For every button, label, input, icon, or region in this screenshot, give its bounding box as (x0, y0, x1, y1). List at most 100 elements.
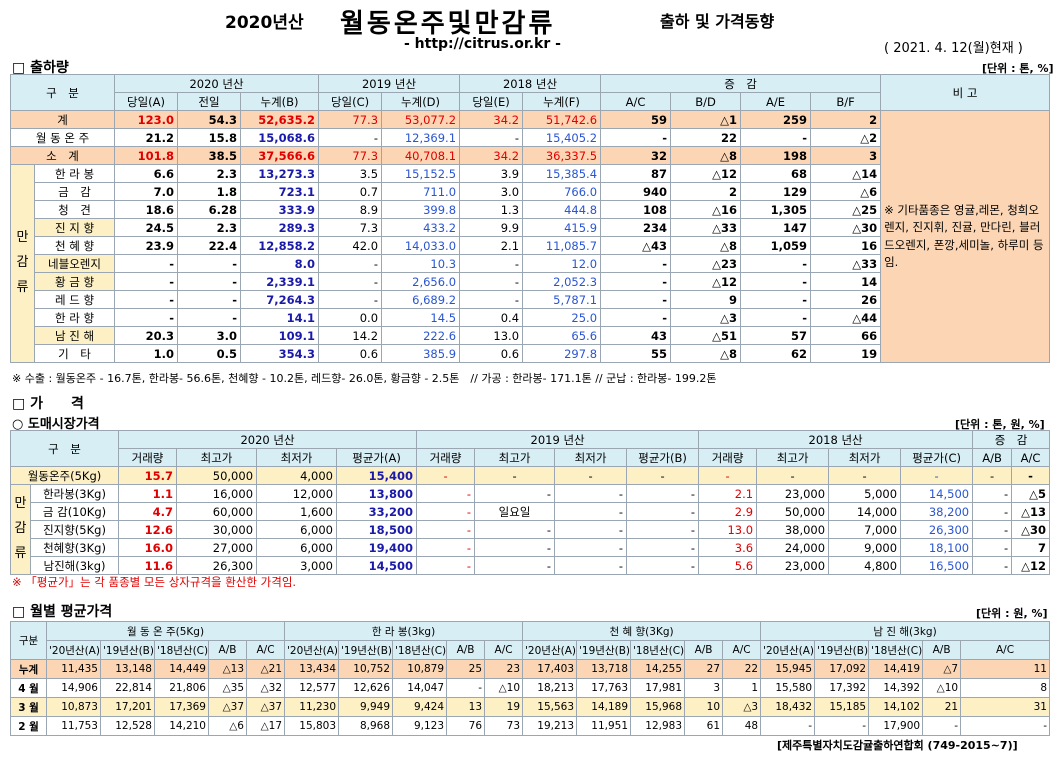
value-cell: - (318, 254, 383, 273)
price-row: 천혜향(3Kg) 16.0 27,000 6,000 19,400- - - -3.6 24,0… (11, 538, 1050, 557)
shipment-row: 기 타 1.0 0.5 354.3 0.6 385.9 0.6 297.8 55 △8 62 19 (11, 344, 1050, 363)
value-cell: 14.1 (240, 308, 320, 327)
value-cell: 198 (740, 146, 812, 165)
value-cell: 12,369.1 (381, 128, 461, 147)
value-cell: - (554, 484, 628, 503)
value-cell: 12,626 (338, 678, 394, 698)
value-cell: 8.9 (318, 200, 383, 219)
value-cell: 15,580 (760, 678, 816, 698)
monthly-row: 2 월 11,753 12,528 14,210 △6 △17 15,803 8,968 9,1… (10, 716, 1050, 736)
subheader-cell: A/C (600, 92, 672, 111)
subheader-cell: A/C (245, 640, 286, 660)
value-cell: 4,800 (828, 556, 902, 575)
value-cell: △13 (208, 659, 247, 679)
subheader-cell: '19년산(B) (814, 640, 870, 660)
value-cell: △32 (245, 678, 286, 698)
value-cell: 15.7 (118, 466, 178, 485)
monthly-row: 4 월 14,906 22,814 21,806 △35 △32 12,577 12,626 1… (10, 678, 1050, 698)
value-cell: - (972, 502, 1013, 521)
value-cell: 14,033.0 (381, 236, 461, 255)
value-cell: 18,100 (900, 538, 974, 557)
value-cell: 20.3 (114, 326, 179, 345)
value-cell: 19 (484, 697, 524, 717)
subheader-cell: 누계(F) (522, 92, 602, 111)
value-cell: - (474, 484, 556, 503)
header-2018: 2018 년산 (459, 74, 602, 93)
header-2020: 2020 년산 (114, 74, 320, 93)
value-cell: 7.0 (114, 182, 179, 201)
table-header-row: 구 분 2020 년산 2019 년산 2018 년산 증 감 (9, 430, 1050, 467)
value-cell: 22,814 (100, 678, 155, 698)
value-cell: - (626, 538, 700, 557)
average-price-note: ※ 「평균가」는 각 품종별 모든 상자규격을 환산한 가격임. (12, 575, 297, 589)
value-cell: △43 (600, 236, 672, 255)
section-monthly-unit: [단위 : 원, %] (976, 607, 1048, 620)
value-cell: 10 (684, 697, 724, 717)
value-cell: 297.8 (522, 344, 602, 363)
value-cell: - (740, 272, 812, 291)
value-cell: 15,385.4 (522, 164, 602, 183)
table-header-row: '20년산(A) '19년산(B) '18년산(C) A/B A/C '20년산(A) '1… (11, 640, 1050, 660)
value-cell: 15,185 (814, 697, 870, 717)
value-cell: 10,879 (392, 659, 448, 679)
value-cell: - (114, 272, 179, 291)
shipment-row: 황 금 향 - -2,339.1-2,656.0-2,052.3- △12-14 (11, 272, 1050, 291)
value-cell: - (459, 128, 524, 147)
value-cell: 19 (810, 344, 882, 363)
value-cell: 3 (810, 146, 882, 165)
value-cell: 일요일 (474, 502, 556, 521)
row-label: 한 라 향 (33, 308, 116, 327)
shipment-row: 레 드 향 - -7,264.3-6,689.2-5,787.1-9-26 (11, 290, 1050, 309)
price-row: 진지향(5Kg) 12.6 30,000 6,000 18,500- - - -13.0 38,… (11, 520, 1050, 539)
value-cell: 14,000 (828, 502, 902, 521)
subheader-cell: A/B (208, 640, 247, 660)
shipment-row: 천 혜 향 23.9 22.4 12,858.2 42.0 14,033.0 2.1 11,0… (11, 236, 1050, 255)
value-cell: - (972, 484, 1013, 503)
value-cell: 66 (810, 326, 882, 345)
value-cell: 26,300 (176, 556, 258, 575)
subheader-cell: 거래량 (118, 448, 178, 467)
value-cell: - (554, 538, 628, 557)
value-cell: - (626, 520, 700, 539)
value-cell: 415.9 (522, 218, 602, 237)
value-cell: 76 (446, 716, 486, 736)
value-cell: 5,000 (828, 484, 902, 503)
row-label: 누계 (10, 659, 47, 679)
subheader-cell: A/C (722, 640, 762, 660)
category-label-mangam: 만 감 류 (10, 484, 31, 575)
value-cell: 8,968 (338, 716, 394, 736)
value-cell: 40,708.1 (381, 146, 461, 165)
value-cell: 14,189 (576, 697, 632, 717)
value-cell: - (177, 272, 242, 291)
value-cell: - (828, 466, 902, 485)
page-title: 월동온주및만감류 (340, 9, 556, 39)
subheader-cell: 평균가(B) (626, 448, 700, 467)
value-cell: 399.8 (381, 200, 461, 219)
value-cell: 6.6 (114, 164, 179, 183)
table-header-row: 거래량 최고가 최저가 평균가(A) 거래량 최고가 최저가 평균가(B) 거래량 최고가 최저가 평… (11, 448, 1050, 467)
row-label: 소 계 (9, 146, 116, 165)
value-cell: 27 (684, 659, 724, 679)
value-cell: 385.9 (381, 344, 461, 363)
value-cell: 11,753 (46, 716, 101, 736)
value-cell: 6.28 (177, 200, 242, 219)
subheader-cell: '20년산(A) (522, 640, 578, 660)
value-cell: 9,000 (828, 538, 902, 557)
value-cell: △33 (670, 218, 742, 237)
subheader-cell: 거래량 (416, 448, 476, 467)
value-cell: 3,000 (256, 556, 338, 575)
subheader-cell: A/B (684, 640, 724, 660)
value-cell: 23 (484, 659, 524, 679)
row-label: 네블오렌지 (33, 254, 116, 273)
value-cell: 9.9 (459, 218, 524, 237)
value-cell: 711.0 (381, 182, 461, 201)
value-cell: 14,392 (868, 678, 924, 698)
value-cell: 14 (810, 272, 882, 291)
value-cell: 2 (670, 182, 742, 201)
value-cell: △35 (208, 678, 247, 698)
value-cell: 14,419 (868, 659, 924, 679)
value-cell: - (972, 466, 1013, 485)
value-cell: 11,085.7 (522, 236, 602, 255)
